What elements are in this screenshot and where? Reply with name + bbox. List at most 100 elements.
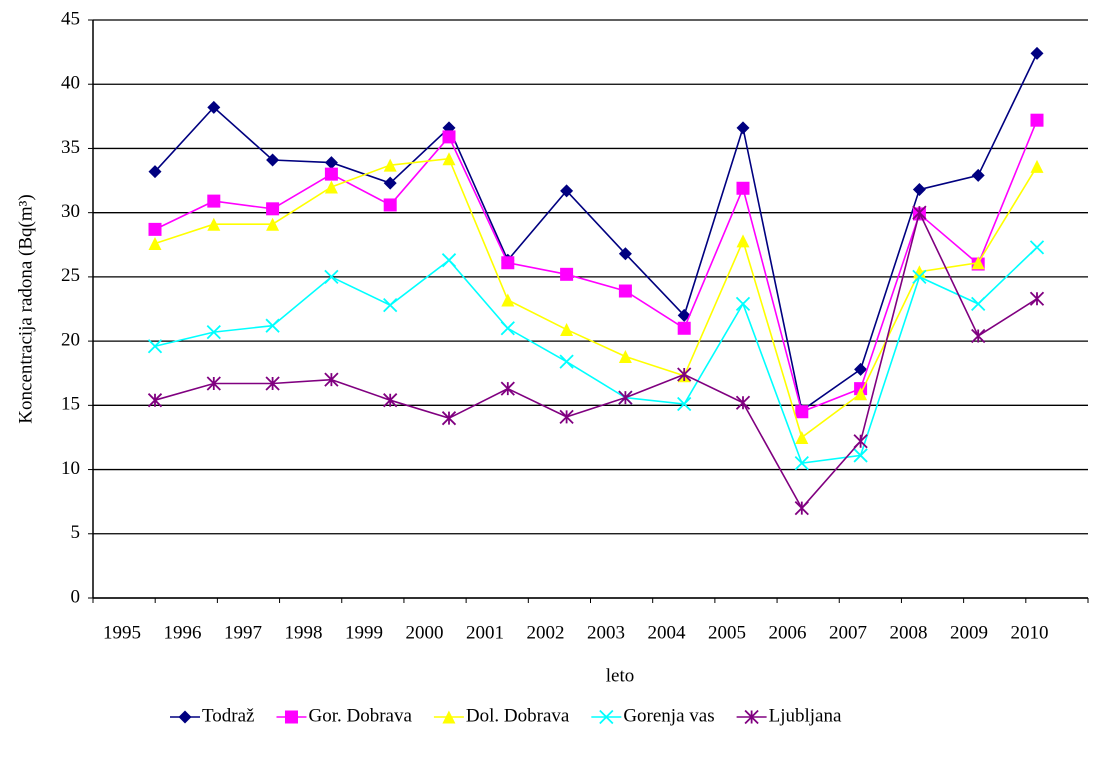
y-tick-label: 15 bbox=[61, 394, 80, 415]
marker bbox=[559, 354, 574, 369]
marker bbox=[560, 184, 574, 198]
y-tick-label: 40 bbox=[61, 73, 80, 94]
marker bbox=[912, 265, 926, 279]
x-tick-label: 2004 bbox=[648, 622, 687, 643]
marker bbox=[971, 256, 985, 270]
marker bbox=[618, 350, 632, 364]
marker bbox=[795, 405, 809, 419]
marker bbox=[794, 455, 809, 471]
series-line bbox=[154, 119, 1038, 413]
marker bbox=[736, 234, 750, 248]
marker bbox=[599, 709, 614, 725]
marker bbox=[735, 395, 751, 410]
marker bbox=[207, 194, 221, 208]
marker bbox=[383, 176, 397, 190]
marker bbox=[265, 318, 280, 333]
marker bbox=[560, 267, 574, 281]
y-tick-label: 20 bbox=[61, 329, 80, 350]
marker bbox=[324, 156, 338, 170]
x-tick-label: 2008 bbox=[890, 622, 928, 643]
marker bbox=[912, 183, 926, 197]
marker bbox=[795, 430, 809, 444]
y-tick-label: 30 bbox=[61, 201, 80, 222]
marker bbox=[324, 269, 339, 285]
marker bbox=[501, 256, 515, 270]
x-tick-label: 1995 bbox=[103, 622, 141, 643]
legend-label: Gor. Dobrava bbox=[308, 705, 412, 726]
marker bbox=[383, 158, 397, 172]
marker bbox=[383, 298, 398, 313]
marker bbox=[912, 205, 927, 220]
y-tick-label: 5 bbox=[71, 522, 81, 543]
marker bbox=[854, 387, 868, 401]
marker bbox=[178, 710, 192, 724]
marker bbox=[206, 376, 221, 391]
marker bbox=[1030, 113, 1044, 127]
x-tick-label: 2000 bbox=[406, 622, 444, 643]
x-tick-label: 2007 bbox=[829, 622, 867, 643]
x-axis-title: leto bbox=[606, 665, 635, 686]
marker bbox=[148, 165, 162, 179]
legend-label: Ljubljana bbox=[769, 705, 842, 726]
marker bbox=[383, 198, 397, 212]
marker bbox=[148, 236, 162, 250]
marker bbox=[971, 296, 986, 311]
y-tick-label: 10 bbox=[61, 458, 80, 479]
marker bbox=[1029, 291, 1045, 306]
x-tick-label: 1999 bbox=[345, 622, 383, 643]
y-axis-title: Koncentracija radona (Bq(m³) bbox=[15, 194, 36, 423]
marker bbox=[501, 293, 515, 307]
marker bbox=[284, 710, 298, 724]
x-tick-label: 1996 bbox=[164, 622, 202, 643]
marker bbox=[383, 393, 398, 408]
y-tick-label: 25 bbox=[61, 265, 80, 286]
marker bbox=[736, 121, 750, 135]
marker bbox=[266, 153, 280, 167]
x-tick-label: 2005 bbox=[708, 622, 746, 643]
marker bbox=[853, 448, 868, 463]
marker bbox=[266, 217, 280, 231]
marker bbox=[148, 222, 162, 236]
marker bbox=[971, 168, 985, 182]
marker bbox=[853, 434, 868, 449]
legend: Todraž Gor. Dobrava Dol. Dobrava Gorenja va… bbox=[170, 705, 842, 726]
marker bbox=[618, 390, 633, 405]
marker bbox=[677, 367, 692, 382]
x-tick-label: 2001 bbox=[466, 622, 504, 643]
marker bbox=[618, 247, 632, 261]
marker bbox=[677, 321, 691, 335]
marker bbox=[441, 411, 457, 426]
x-tick-label: 2006 bbox=[769, 622, 807, 643]
legend-label: Gorenja vas bbox=[623, 705, 714, 726]
marker bbox=[441, 253, 457, 268]
marker bbox=[324, 180, 338, 194]
marker bbox=[677, 396, 692, 412]
marker bbox=[207, 100, 221, 114]
marker bbox=[1030, 159, 1044, 173]
series-line bbox=[154, 210, 1038, 510]
marker bbox=[442, 152, 456, 166]
marker bbox=[265, 376, 280, 391]
marker bbox=[500, 381, 515, 396]
x-tick-label: 2010 bbox=[1011, 622, 1049, 643]
series-line bbox=[154, 246, 1038, 465]
x-tick-label: 1998 bbox=[285, 622, 323, 643]
marker bbox=[735, 296, 751, 311]
marker bbox=[971, 328, 986, 344]
x-tick-label: 1997 bbox=[224, 622, 262, 643]
marker bbox=[794, 500, 809, 516]
y-tick-label: 45 bbox=[61, 8, 80, 29]
marker bbox=[1030, 46, 1044, 60]
marker bbox=[854, 362, 868, 376]
x-tick-label: 2009 bbox=[950, 622, 988, 643]
marker bbox=[147, 393, 163, 408]
x-tick-label: 2003 bbox=[587, 622, 625, 643]
marker bbox=[206, 324, 221, 340]
marker bbox=[442, 130, 456, 144]
marker bbox=[744, 709, 759, 725]
marker bbox=[147, 339, 163, 354]
y-tick-label: 35 bbox=[61, 137, 80, 158]
legend-label: Dol. Dobrava bbox=[466, 705, 570, 726]
marker bbox=[207, 217, 221, 231]
